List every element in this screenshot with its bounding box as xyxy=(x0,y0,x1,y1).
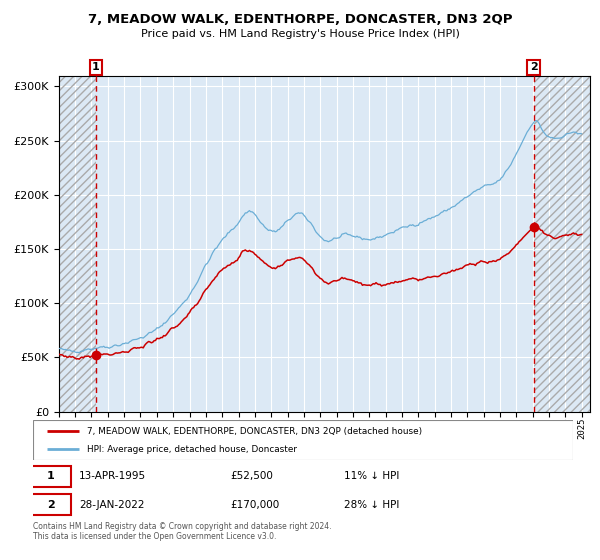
Text: 13-APR-1995: 13-APR-1995 xyxy=(79,472,146,481)
Text: Contains HM Land Registry data © Crown copyright and database right 2024.
This d: Contains HM Land Registry data © Crown c… xyxy=(33,522,331,542)
Text: 2: 2 xyxy=(530,62,538,72)
FancyBboxPatch shape xyxy=(30,466,71,487)
Text: 1: 1 xyxy=(47,472,55,481)
Text: 1: 1 xyxy=(92,62,100,72)
Text: HPI: Average price, detached house, Doncaster: HPI: Average price, detached house, Donc… xyxy=(87,445,297,454)
Text: 11% ↓ HPI: 11% ↓ HPI xyxy=(343,472,399,481)
Text: £170,000: £170,000 xyxy=(230,500,280,510)
Text: Price paid vs. HM Land Registry's House Price Index (HPI): Price paid vs. HM Land Registry's House … xyxy=(140,29,460,39)
Bar xyxy=(59,76,96,412)
Text: 7, MEADOW WALK, EDENTHORPE, DONCASTER, DN3 2QP: 7, MEADOW WALK, EDENTHORPE, DONCASTER, D… xyxy=(88,13,512,26)
Bar xyxy=(534,76,590,412)
Text: 28-JAN-2022: 28-JAN-2022 xyxy=(79,500,145,510)
Text: £52,500: £52,500 xyxy=(230,472,273,481)
FancyBboxPatch shape xyxy=(30,494,71,515)
Text: 7, MEADOW WALK, EDENTHORPE, DONCASTER, DN3 2QP (detached house): 7, MEADOW WALK, EDENTHORPE, DONCASTER, D… xyxy=(87,427,422,436)
Text: 28% ↓ HPI: 28% ↓ HPI xyxy=(343,500,399,510)
Text: 2: 2 xyxy=(47,500,55,510)
